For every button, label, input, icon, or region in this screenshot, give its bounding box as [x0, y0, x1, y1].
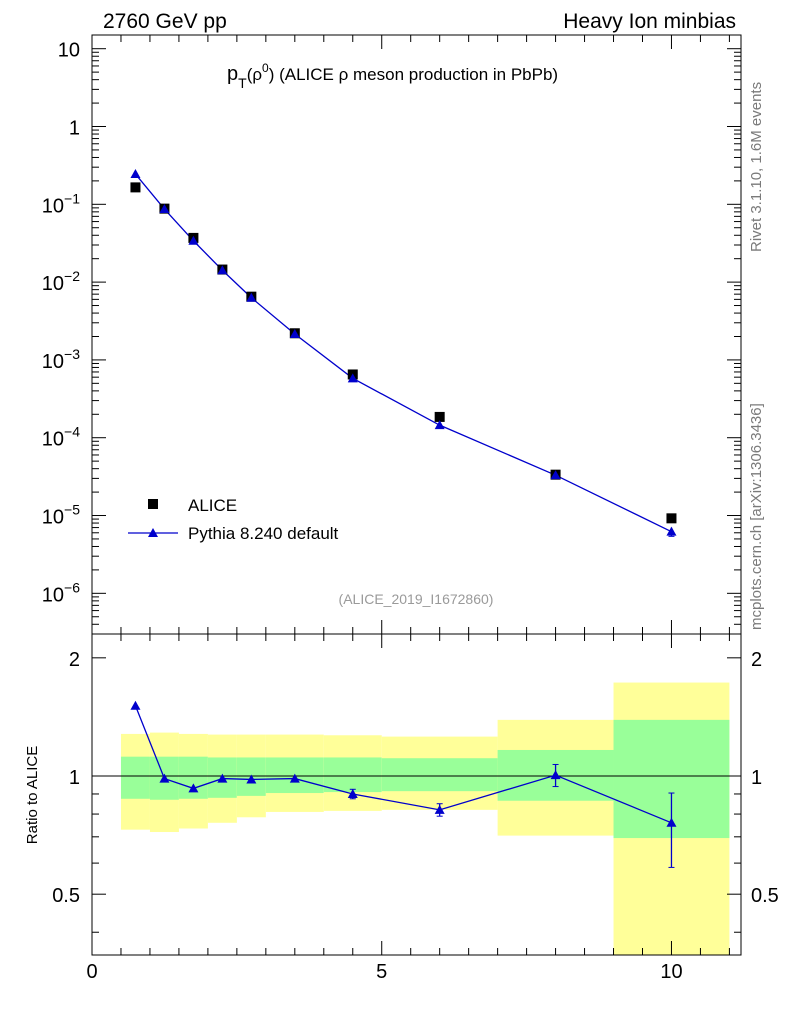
plot-titles: Ratio to ALICE pT(ρ0) (ALICE ρ meson prod…: [24, 61, 558, 844]
ratio-ytick-label-right: 2: [751, 649, 762, 671]
pythia-point: [550, 470, 561, 480]
ratio-pythia-point: [550, 770, 561, 780]
band-inner-6: [323, 757, 382, 793]
legend-alice-label: ALICE: [188, 496, 237, 515]
main-ytick-label: 10: [58, 40, 80, 62]
ratio-pythia-point: [347, 788, 358, 798]
pythia-point: [246, 292, 257, 302]
pythia-point: [159, 204, 170, 214]
analysis-watermark: (ALICE_2019_I1672860): [339, 591, 494, 607]
ratio-pythia-point: [666, 817, 677, 827]
ratio-ytick-label-right: 0.5: [751, 885, 779, 907]
ratio-pythia-point: [289, 773, 300, 783]
main-ytick-label: 10−3: [42, 346, 80, 373]
ratio-ylabel: Ratio to ALICE: [24, 746, 41, 844]
ratio-xtick-label: 10: [660, 961, 682, 983]
ratio-xtick-label: 0: [86, 961, 97, 983]
ratio-ytick-label-left: 1: [69, 767, 80, 789]
legend: ALICE Pythia 8.240 default: [128, 496, 339, 543]
ratio-ytick-label-left: 0.5: [52, 885, 80, 907]
pythia-point: [434, 420, 445, 430]
ratio-pythia-point: [434, 804, 445, 814]
ratio-pythia-point: [159, 773, 170, 783]
header-right: Heavy Ion minbias: [563, 10, 736, 33]
ratio-pythia-point: [217, 773, 228, 783]
main-plot-frame: [91, 34, 742, 635]
pythia-point: [347, 373, 358, 383]
band-inner-7: [381, 758, 498, 792]
legend-pythia-marker: [148, 528, 158, 537]
ratio-uncertainty-bands: [120, 682, 730, 955]
main-ytick-label: 10−1: [42, 190, 80, 217]
pythia-point: [130, 169, 141, 179]
ratio-pythia-point: [130, 700, 141, 710]
band-inner-2: [178, 756, 208, 799]
ratio-xtick-label: 5: [376, 961, 387, 983]
axis-tick-labels: 10 1 10−1 10−2 10−3 10−4 10−5 10−6 0.5 0.5 1 1 2 2 0 5 1…: [42, 40, 779, 983]
main-title: pT(ρ0) (ALICE ρ meson production in PbPb…: [227, 61, 558, 91]
ratio-pythia-point: [246, 774, 257, 784]
pythia-point: [217, 265, 228, 275]
main-ytick-label: 10−5: [42, 502, 80, 529]
band-inner-0: [120, 756, 150, 799]
axis-ticks: [91, 35, 741, 955]
pythia-point: [289, 329, 300, 339]
plot-frames: [91, 34, 742, 956]
main-ytick-label: 10−6: [42, 579, 80, 606]
alice-point: [130, 182, 141, 193]
pythia-point: [188, 235, 199, 245]
header-left: 2760 GeV pp: [103, 10, 227, 33]
alice-point: [666, 513, 677, 524]
legend-alice-marker: [148, 499, 158, 509]
main-ytick-label: 1: [69, 118, 80, 140]
pythia-line: [134, 173, 672, 533]
pythia-point: [666, 526, 677, 536]
main-ytick-label: 10−2: [42, 268, 80, 295]
ratio-plot-frame: [91, 633, 742, 956]
alice-point: [434, 411, 445, 422]
ratio-ytick-label-right: 1: [751, 767, 762, 789]
main-ytick-label: 10−4: [42, 424, 80, 451]
data-marks: [130, 169, 677, 868]
ratio-ytick-label-left: 2: [69, 649, 80, 671]
ratio-pythia-point: [188, 783, 199, 793]
legend-pythia-label: Pythia 8.240 default: [188, 524, 339, 543]
ratio-pythia-line: [134, 705, 672, 824]
